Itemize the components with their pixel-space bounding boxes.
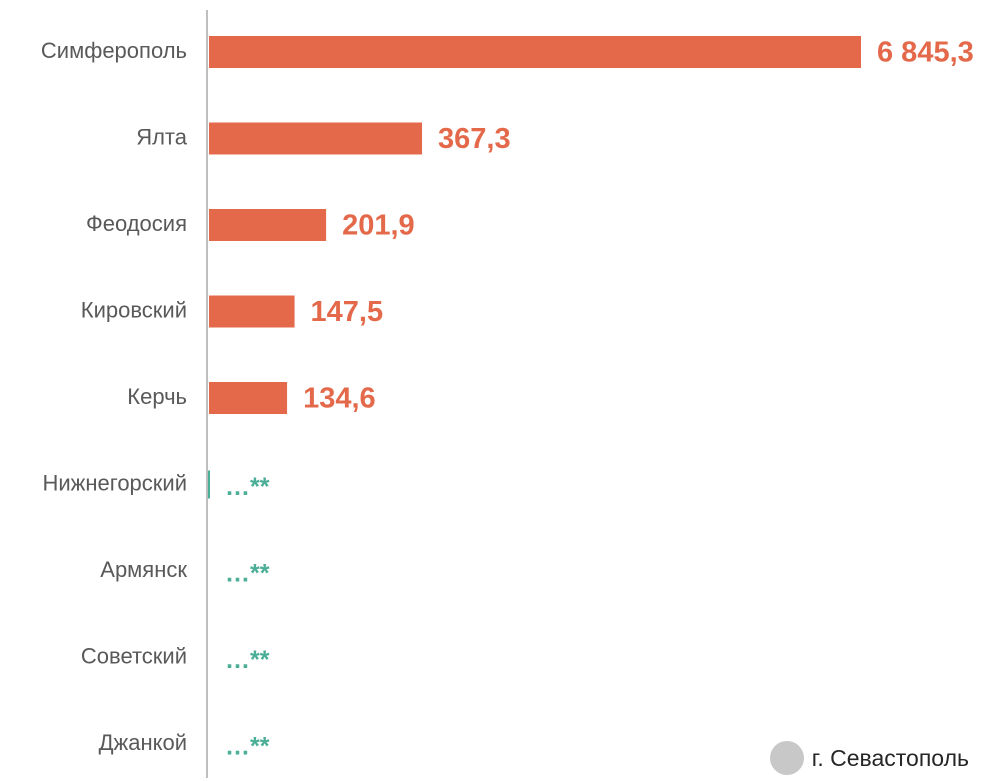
category-label: Армянск bbox=[100, 557, 187, 582]
bar bbox=[209, 209, 327, 241]
data-label: 134,6 bbox=[303, 383, 376, 415]
data-label: 367,3 bbox=[438, 123, 511, 155]
legend-marker bbox=[769, 741, 804, 775]
category-label: Симферополь bbox=[41, 38, 187, 63]
bar bbox=[209, 36, 861, 68]
bar bbox=[209, 382, 288, 414]
data-label: …** bbox=[225, 646, 270, 674]
category-label: Джанкой bbox=[99, 730, 187, 755]
category-label: Ялта bbox=[136, 124, 188, 149]
category-label: Советский bbox=[81, 643, 187, 668]
category-label: Феодосия bbox=[86, 211, 187, 236]
category-label: Керчь bbox=[127, 384, 187, 409]
category-label: Нижнегорский bbox=[43, 470, 188, 495]
data-label: 6 845,3 bbox=[877, 37, 974, 69]
bar bbox=[209, 295, 295, 328]
data-label: 201,9 bbox=[342, 210, 415, 242]
legend: г. Севастополь bbox=[769, 741, 969, 775]
data-label: …** bbox=[225, 473, 270, 501]
data-label: …** bbox=[225, 733, 270, 761]
bar bbox=[208, 470, 210, 499]
legend-label: г. Севастополь bbox=[811, 744, 969, 771]
category-label: Кировский bbox=[81, 297, 187, 322]
bar bbox=[209, 122, 423, 155]
data-label: …** bbox=[225, 560, 270, 588]
chart-rows: Симферополь 6 845,3 Ялта 367,3 Феодосия 201,9… bbox=[41, 36, 974, 761]
data-label: 147,5 bbox=[311, 296, 384, 328]
